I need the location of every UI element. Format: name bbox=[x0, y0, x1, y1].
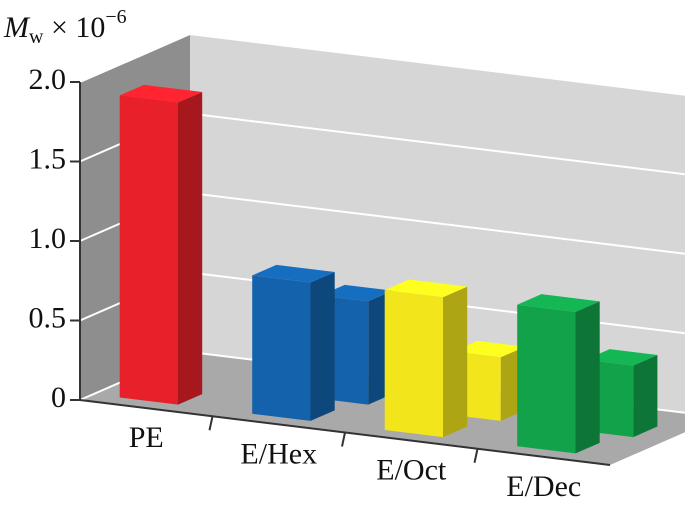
x-tick bbox=[208, 416, 214, 431]
y-tick-label: 0.5 bbox=[29, 301, 67, 334]
bar-front bbox=[517, 304, 576, 454]
bar-top bbox=[320, 284, 393, 302]
bar-top bbox=[384, 279, 468, 298]
bar-top bbox=[517, 294, 600, 312]
bar-side bbox=[310, 272, 335, 421]
x-tick bbox=[473, 448, 479, 463]
bar-front bbox=[119, 95, 178, 405]
bar-side bbox=[575, 301, 600, 454]
bar-front bbox=[252, 275, 311, 421]
bar bbox=[517, 294, 600, 454]
bar-front bbox=[384, 290, 443, 438]
bar-side bbox=[633, 354, 658, 438]
bar-side bbox=[443, 286, 468, 438]
bar-top bbox=[119, 84, 203, 103]
x-tick-label: E/Dec bbox=[506, 470, 581, 503]
x-tick bbox=[341, 432, 346, 447]
bar bbox=[119, 84, 203, 405]
x-tick-label: E/Hex bbox=[240, 437, 317, 470]
y-tick-label: 1.5 bbox=[29, 142, 67, 175]
bar bbox=[384, 279, 468, 438]
y-axis-label: Mw × 10−6 bbox=[3, 6, 127, 48]
bar-top bbox=[453, 340, 525, 358]
bar-side bbox=[178, 91, 203, 405]
bar-top bbox=[252, 264, 335, 283]
y-tick-label: 2.0 bbox=[29, 63, 67, 96]
bar bbox=[252, 264, 335, 421]
x-tick-label: PE bbox=[129, 421, 164, 454]
y-tick-label: 1.0 bbox=[29, 222, 67, 255]
bar-top bbox=[585, 349, 658, 366]
x-tick-label: E/Oct bbox=[376, 454, 447, 487]
grid-line bbox=[79, 32, 685, 96]
y-tick-label: 0 bbox=[51, 381, 66, 414]
